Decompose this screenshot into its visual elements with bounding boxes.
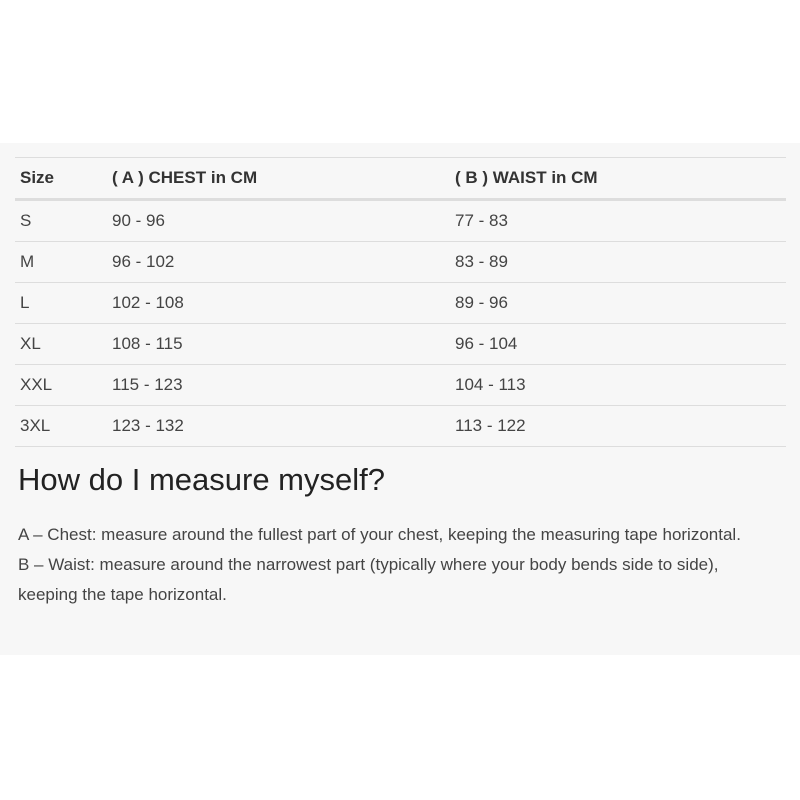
- header-chest: ( A ) CHEST in CM: [107, 157, 450, 201]
- table-header-row: Size ( A ) CHEST in CM ( B ) WAIST in CM: [15, 157, 786, 201]
- cell-waist: 104 - 113: [450, 364, 786, 406]
- cell-size: S: [15, 199, 107, 242]
- guide-title: How do I measure myself?: [18, 462, 385, 497]
- guide-description: A – Chest: measure around the fullest pa…: [18, 520, 778, 610]
- size-chart-table: Size ( A ) CHEST in CM ( B ) WAIST in CM…: [15, 157, 786, 447]
- chest-instruction: A – Chest: measure around the fullest pa…: [18, 525, 741, 544]
- cell-size: XL: [15, 323, 107, 365]
- cell-chest: 123 - 132: [107, 405, 450, 447]
- cell-size: 3XL: [15, 405, 107, 447]
- cell-chest: 96 - 102: [107, 241, 450, 283]
- table-row: M 96 - 102 83 - 89: [15, 241, 786, 283]
- cell-chest: 102 - 108: [107, 282, 450, 324]
- cell-waist: 96 - 104: [450, 323, 786, 365]
- table-row: L 102 - 108 89 - 96: [15, 282, 786, 324]
- cell-chest: 115 - 123: [107, 364, 450, 406]
- cell-waist: 89 - 96: [450, 282, 786, 324]
- header-size: Size: [15, 157, 107, 201]
- cell-size: L: [15, 282, 107, 324]
- table-row: XL 108 - 115 96 - 104: [15, 323, 786, 365]
- cell-waist: 77 - 83: [450, 199, 786, 242]
- cell-waist: 113 - 122: [450, 405, 786, 447]
- cell-chest: 108 - 115: [107, 323, 450, 365]
- header-waist: ( B ) WAIST in CM: [450, 157, 786, 201]
- cell-chest: 90 - 96: [107, 199, 450, 242]
- cell-size: XXL: [15, 364, 107, 406]
- waist-instruction: B – Waist: measure around the narrowest …: [18, 555, 719, 604]
- cell-size: M: [15, 241, 107, 283]
- table-row: 3XL 123 - 132 113 - 122: [15, 405, 786, 447]
- table-row: S 90 - 96 77 - 83: [15, 199, 786, 242]
- cell-waist: 83 - 89: [450, 241, 786, 283]
- table-row: XXL 115 - 123 104 - 113: [15, 364, 786, 406]
